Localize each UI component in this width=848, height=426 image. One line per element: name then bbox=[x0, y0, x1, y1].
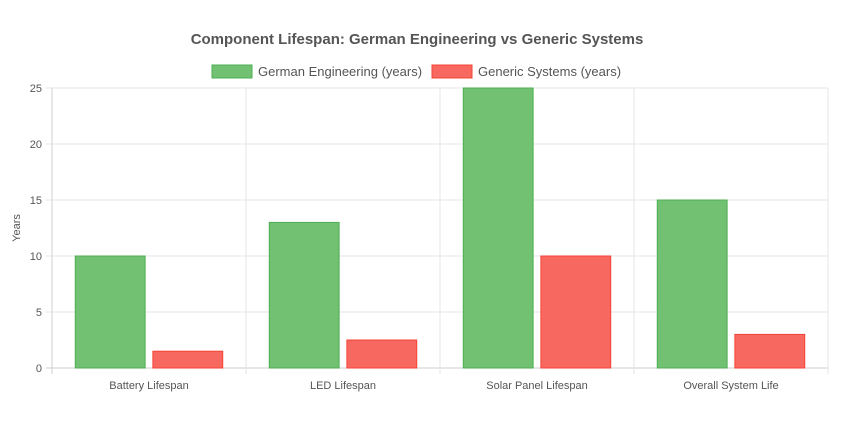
chart-title: Component Lifespan: German Engineering v… bbox=[191, 31, 644, 48]
bars bbox=[74, 87, 806, 369]
bar-generic-3[interactable] bbox=[734, 333, 806, 369]
bar-german-0[interactable] bbox=[74, 255, 146, 369]
legend-label-generic[interactable]: Generic Systems (years) bbox=[478, 64, 621, 79]
x-tick-label: Overall System Life bbox=[683, 380, 778, 392]
y-tick-label: 20 bbox=[30, 139, 42, 151]
gridlines bbox=[46, 87, 829, 374]
bar-generic-2[interactable] bbox=[540, 255, 612, 369]
bar-german-3[interactable] bbox=[656, 199, 728, 369]
legend-swatch-german[interactable] bbox=[211, 64, 253, 79]
x-tick-label: LED Lifespan bbox=[310, 380, 376, 392]
y-tick-label: 10 bbox=[30, 251, 42, 263]
x-tick-label: Solar Panel Lifespan bbox=[486, 380, 588, 392]
bar-german-1[interactable] bbox=[268, 221, 340, 369]
y-tick-label: 25 bbox=[30, 83, 42, 95]
y-tick-label: 5 bbox=[36, 307, 42, 319]
tick-labels: 0 5 10 15 20 25 Battery Lifespan LED Lifespan So… bbox=[30, 83, 779, 392]
bar-german-2[interactable] bbox=[462, 87, 534, 369]
y-tick-label: 15 bbox=[30, 195, 42, 207]
y-tick-label: 0 bbox=[36, 363, 42, 375]
bar-generic-1[interactable] bbox=[346, 339, 418, 369]
y-axis-label: Years bbox=[11, 214, 23, 242]
x-tick-label: Battery Lifespan bbox=[109, 380, 189, 392]
legend-label-german[interactable]: German Engineering (years) bbox=[258, 64, 422, 79]
legend: German Engineering (years) Generic Syste… bbox=[211, 64, 621, 79]
bar-generic-0[interactable] bbox=[152, 350, 224, 369]
legend-swatch-generic[interactable] bbox=[431, 64, 473, 79]
